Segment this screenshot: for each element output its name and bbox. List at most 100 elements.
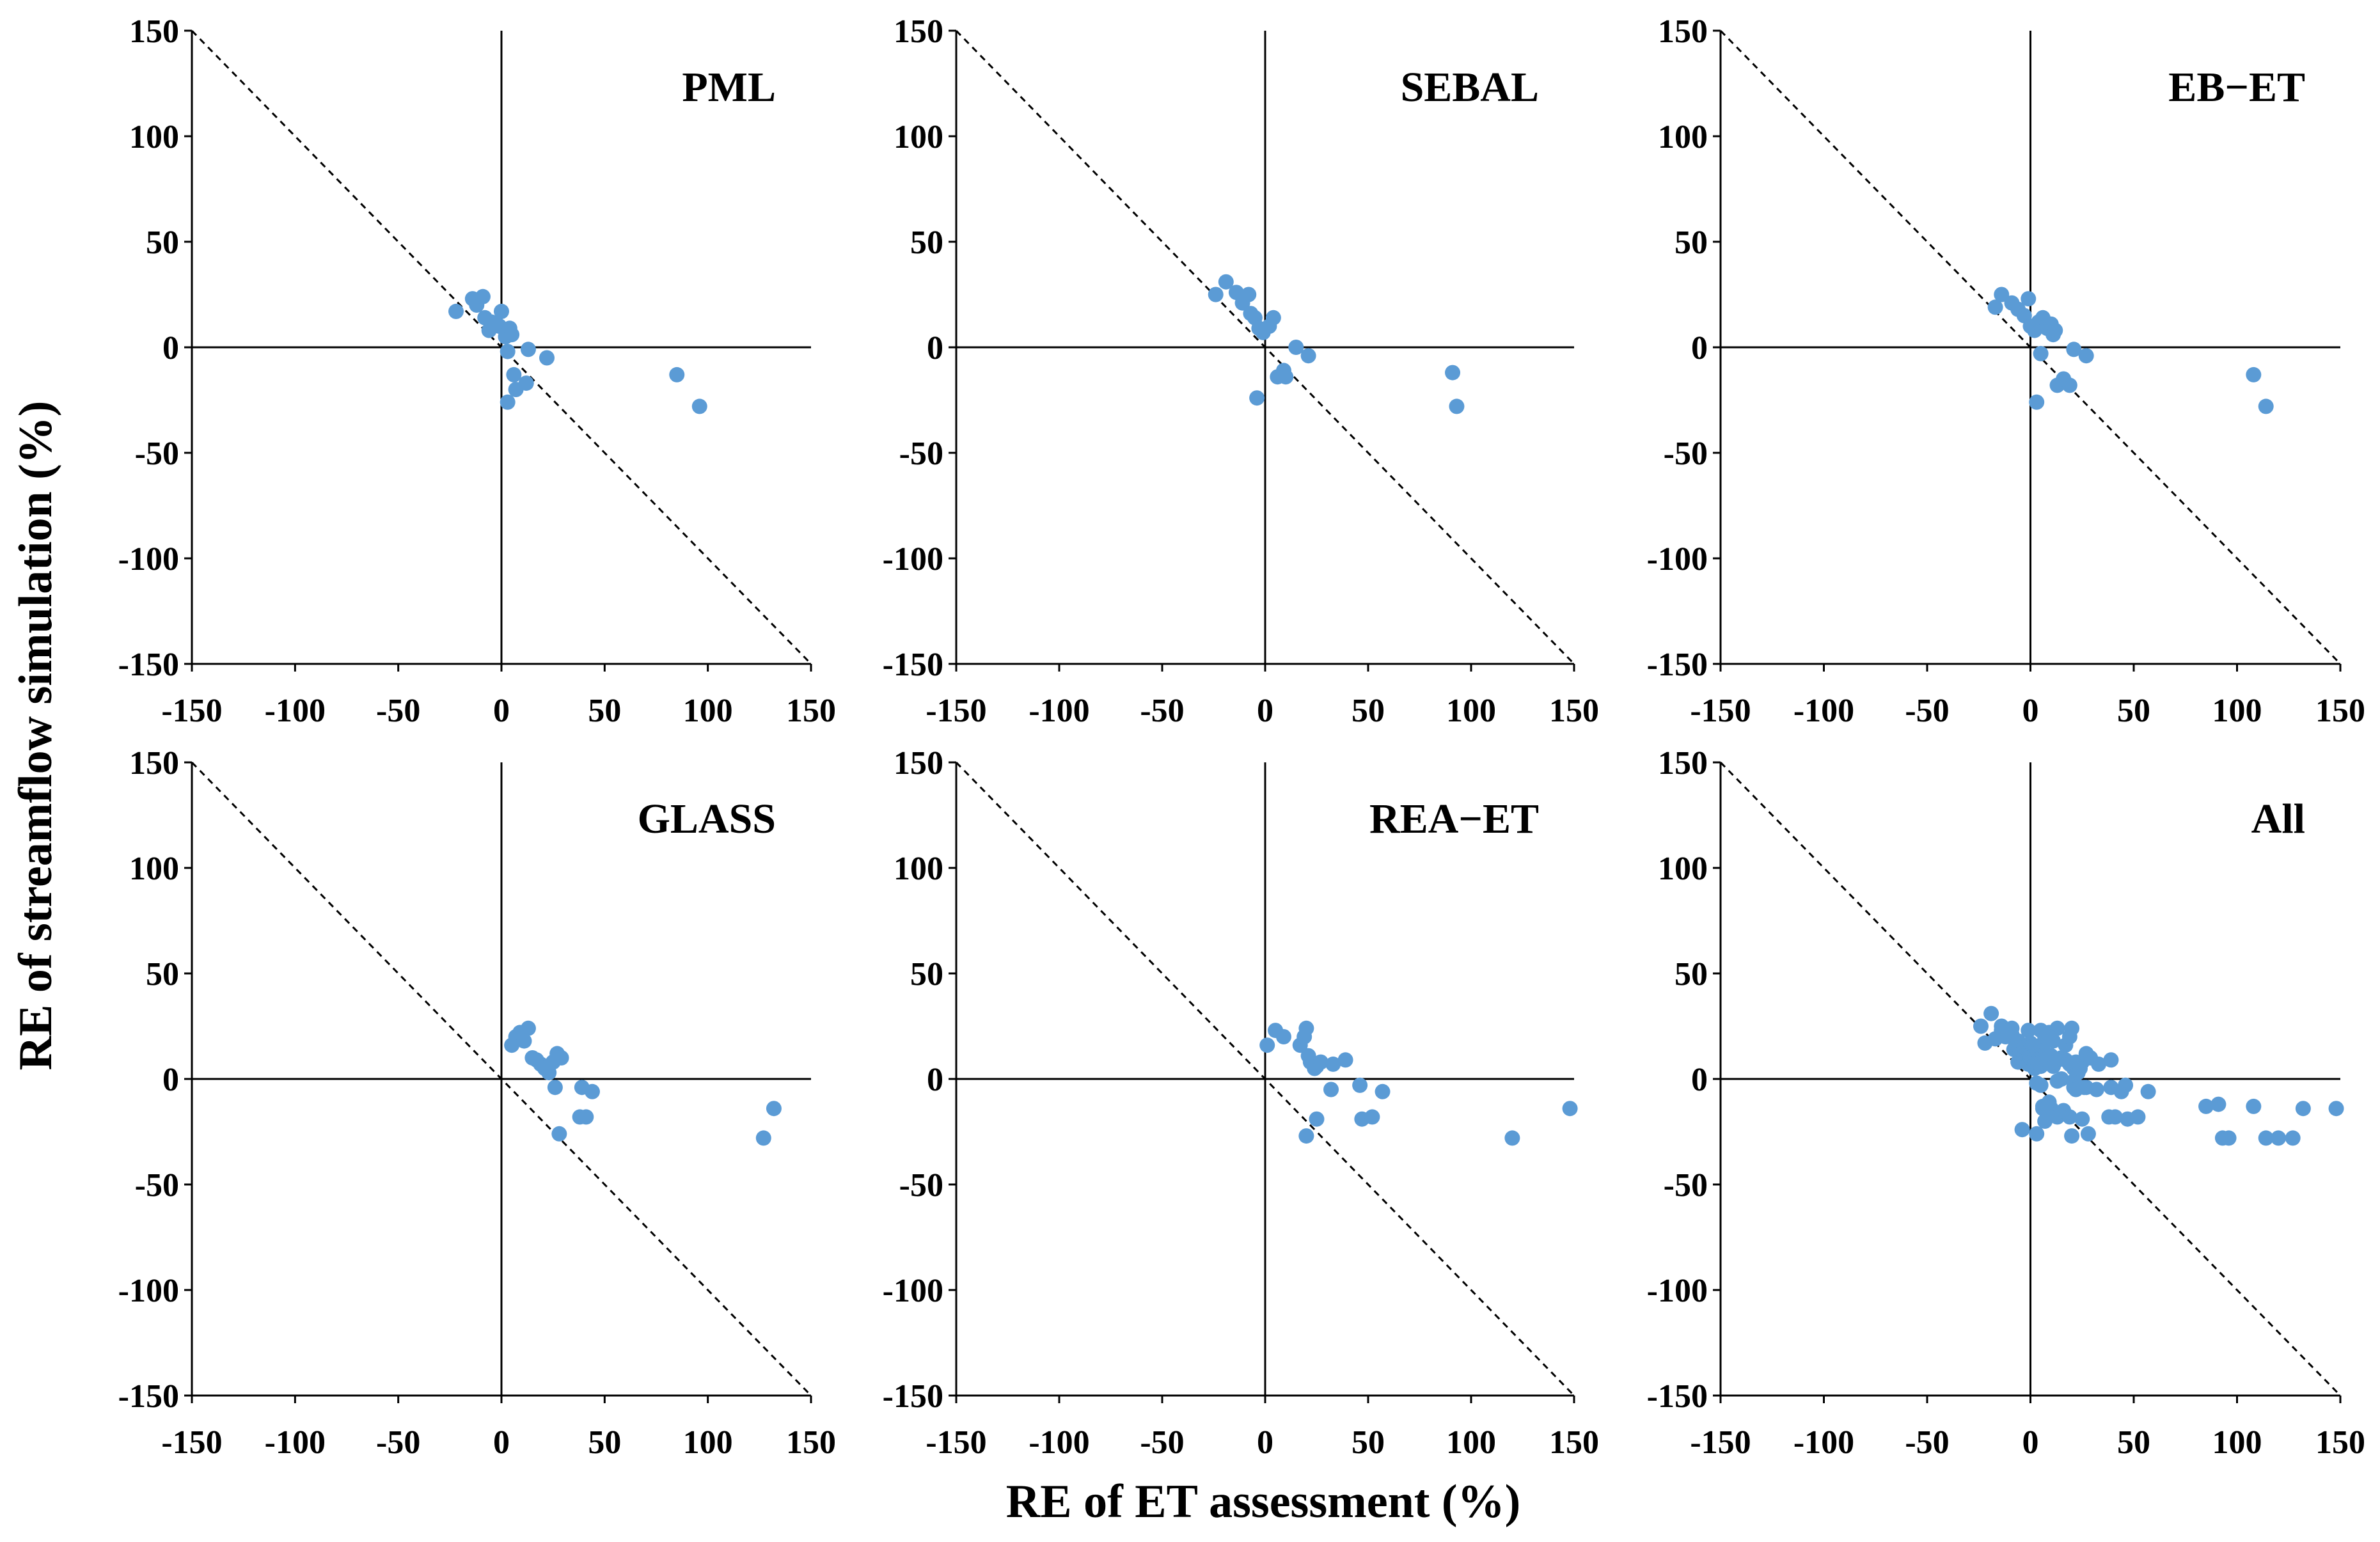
x-tick-label: 0 xyxy=(493,693,510,729)
x-tick-label: -100 xyxy=(265,693,326,729)
panel-title: REA−ET xyxy=(1369,796,1539,842)
data-point xyxy=(2078,348,2094,364)
data-point xyxy=(1278,369,1294,385)
data-point xyxy=(2074,1111,2090,1127)
data-point xyxy=(2033,345,2049,361)
panel-3: -150 -100 -50 0 50 100 150 -150 -100 -50 0 50 100 150… xyxy=(1647,13,2365,729)
data-point xyxy=(2211,1096,2226,1112)
x-tick-label: 0 xyxy=(1257,693,1273,729)
y-tick-label: 0 xyxy=(927,330,943,366)
data-point xyxy=(669,366,685,382)
data-point xyxy=(500,394,516,410)
y-tick-label: 100 xyxy=(129,851,179,887)
data-point xyxy=(1562,1101,1578,1117)
data-point xyxy=(547,1080,563,1096)
x-tick-label: 100 xyxy=(683,1424,733,1461)
data-point xyxy=(2029,1126,2045,1142)
data-point xyxy=(2041,1029,2057,1044)
data-point xyxy=(1288,340,1304,355)
data-point xyxy=(1300,348,1316,364)
y-tick-label: -150 xyxy=(118,1378,179,1415)
x-tick-label: 0 xyxy=(1257,1424,1273,1461)
data-point xyxy=(2021,291,2037,307)
data-point xyxy=(2103,1052,2119,1068)
x-tick-label: -50 xyxy=(376,693,420,729)
y-tick-label: 50 xyxy=(146,956,179,993)
y-tick-label: -100 xyxy=(1647,1273,1708,1309)
data-point xyxy=(1323,1082,1339,1097)
data-point xyxy=(584,1083,600,1099)
x-tick-label: 150 xyxy=(2315,1424,2365,1461)
data-point xyxy=(520,342,536,358)
data-point xyxy=(2066,342,2082,358)
y-tick-label: -100 xyxy=(883,1273,943,1309)
data-point xyxy=(1364,1109,1380,1125)
x-tick-label: 150 xyxy=(786,693,836,729)
data-point xyxy=(2024,1037,2040,1053)
x-tick-label: 0 xyxy=(493,1424,510,1461)
x-tick-label: -50 xyxy=(1905,693,1949,729)
data-point xyxy=(2221,1130,2237,1146)
x-tick-label: 0 xyxy=(2022,693,2039,729)
y-tick-label: -100 xyxy=(1647,541,1708,578)
y-tick-label: -100 xyxy=(118,1273,179,1309)
x-tick-label: 150 xyxy=(2315,693,2365,729)
data-point xyxy=(2064,1128,2080,1144)
y-tick-label: -50 xyxy=(899,436,943,472)
data-point xyxy=(448,303,464,319)
x-tick-label: 100 xyxy=(1446,693,1496,729)
data-point xyxy=(1449,398,1465,414)
panel-title: SEBAL xyxy=(1401,64,1539,111)
data-point xyxy=(2014,1122,2030,1138)
y-tick-label: -100 xyxy=(883,541,943,578)
y-tick-label: -150 xyxy=(883,1378,943,1415)
x-tick-label: 50 xyxy=(588,693,621,729)
data-point xyxy=(1275,1029,1291,1044)
data-point xyxy=(2047,322,2063,338)
x-tick-label: 100 xyxy=(1446,1424,1496,1461)
y-tick-label: 50 xyxy=(146,224,179,261)
data-point xyxy=(1325,1056,1341,1072)
y-tick-label: 150 xyxy=(894,13,943,50)
x-tick-label: -150 xyxy=(1690,1424,1751,1461)
data-point xyxy=(553,1050,569,1066)
data-point xyxy=(1249,390,1265,406)
data-point xyxy=(1218,274,1234,290)
y-tick-label: -50 xyxy=(135,436,179,472)
x-tick-label: 50 xyxy=(1352,1424,1385,1461)
y-tick-label: 100 xyxy=(894,851,943,887)
x-tick-label: -150 xyxy=(926,693,986,729)
data-point xyxy=(1312,1054,1328,1070)
y-tick-label: 50 xyxy=(1675,956,1708,993)
data-point xyxy=(516,1033,532,1049)
data-point xyxy=(494,303,509,319)
y-tick-label: 100 xyxy=(894,119,943,155)
data-point xyxy=(2258,398,2274,414)
data-point xyxy=(2091,1056,2107,1072)
x-tick-label: -150 xyxy=(161,1424,222,1461)
x-tick-label: -100 xyxy=(1028,693,1089,729)
x-tick-label: 100 xyxy=(2212,1424,2262,1461)
y-tick-label: 150 xyxy=(1658,13,1708,50)
y-tick-label: 150 xyxy=(129,13,179,50)
data-point xyxy=(520,1020,536,1036)
data-point xyxy=(518,375,534,391)
panel-2: -150 -100 -50 0 50 100 150 -150 -100 -50 0 50 100 150… xyxy=(883,13,1599,729)
data-point xyxy=(2064,1020,2080,1036)
y-tick-label: -50 xyxy=(1664,436,1708,472)
data-point xyxy=(2061,1109,2077,1125)
data-point xyxy=(1983,1005,1999,1021)
data-point xyxy=(500,343,516,359)
x-tick-label: -100 xyxy=(1793,1424,1854,1461)
y-tick-label: -50 xyxy=(899,1167,943,1204)
data-point xyxy=(1987,299,2003,315)
data-point xyxy=(766,1101,782,1117)
y-tick-label: -100 xyxy=(118,541,179,578)
data-point xyxy=(1994,287,2010,303)
x-tick-label: -50 xyxy=(1140,1424,1184,1461)
data-point xyxy=(1298,1020,1314,1036)
x-tick-label: -50 xyxy=(376,1424,420,1461)
data-point xyxy=(2285,1130,2301,1146)
one-to-one-diagonal xyxy=(955,761,1575,1397)
